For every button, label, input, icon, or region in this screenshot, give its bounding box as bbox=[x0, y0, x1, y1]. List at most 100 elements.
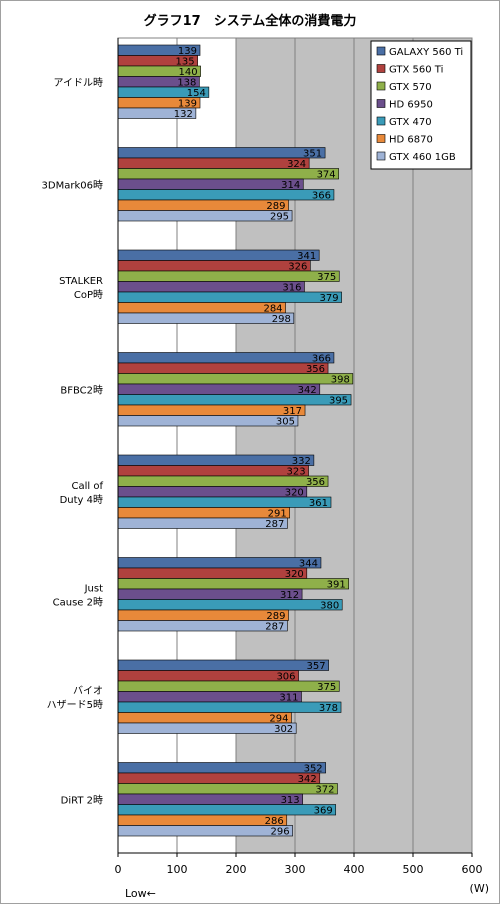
x-tick-label: 400 bbox=[344, 863, 365, 876]
legend-label: HD 6950 bbox=[389, 100, 433, 111]
value-label: 296 bbox=[271, 827, 290, 838]
legend-swatch bbox=[376, 81, 386, 91]
bar-groups: 1391351401381541391323513243743143662892… bbox=[117, 44, 354, 838]
bar bbox=[117, 517, 288, 529]
bar bbox=[117, 210, 293, 222]
legend-label: GALAXY 560 Ti bbox=[389, 47, 463, 58]
bar bbox=[117, 670, 299, 682]
bar bbox=[117, 609, 289, 621]
value-label: 357 bbox=[307, 661, 326, 672]
bar bbox=[117, 394, 352, 406]
value-label: 305 bbox=[276, 417, 295, 428]
bar bbox=[117, 454, 315, 466]
category-label: Duty 4時 bbox=[60, 494, 103, 506]
x-tick-label: 300 bbox=[285, 863, 306, 876]
x-axis: 0 100 200 300 400 500 600 bbox=[115, 38, 483, 876]
bar bbox=[117, 659, 329, 671]
bar bbox=[117, 404, 306, 416]
direction-note: Low← bbox=[125, 887, 156, 900]
value-label: 361 bbox=[309, 498, 328, 509]
value-label: 378 bbox=[319, 703, 338, 714]
bar bbox=[117, 178, 304, 190]
bar bbox=[117, 804, 337, 816]
value-label: 375 bbox=[317, 272, 336, 283]
legend-item: HD 6950 bbox=[376, 99, 433, 111]
value-label: 139 bbox=[178, 99, 197, 110]
bar bbox=[117, 599, 343, 611]
bar bbox=[117, 793, 303, 805]
value-label: 287 bbox=[265, 519, 284, 530]
bar bbox=[117, 352, 335, 364]
value-label: 298 bbox=[272, 314, 291, 325]
value-label: 356 bbox=[306, 477, 325, 488]
bar bbox=[117, 578, 349, 590]
value-label: 332 bbox=[292, 456, 311, 467]
bar bbox=[117, 281, 305, 293]
bar bbox=[117, 249, 320, 261]
value-label: 375 bbox=[317, 682, 336, 693]
value-label: 135 bbox=[176, 57, 195, 68]
value-label: 342 bbox=[298, 774, 317, 785]
bar bbox=[117, 291, 342, 303]
x-tick-label: 0 bbox=[115, 863, 122, 876]
value-label: 369 bbox=[314, 806, 333, 817]
category-label: バイオ bbox=[73, 685, 103, 697]
legend-swatch bbox=[376, 116, 386, 126]
value-label: 352 bbox=[304, 764, 323, 775]
category-label: アイドル時 bbox=[54, 77, 104, 89]
category-label: ハザード5時 bbox=[47, 699, 103, 711]
category-label: STALKER bbox=[59, 276, 103, 287]
value-label: 342 bbox=[298, 385, 317, 396]
x-tick-label: 600 bbox=[462, 863, 483, 876]
value-label: 311 bbox=[279, 693, 298, 704]
value-label: 372 bbox=[315, 785, 334, 796]
value-label: 374 bbox=[317, 170, 336, 181]
legend: GALAXY 560 Ti GTX 560 Ti GTX 570 HD 6950 GTX… bbox=[370, 40, 472, 170]
legend-item: GALAXY 560 Ti bbox=[376, 46, 463, 58]
value-label: 320 bbox=[285, 569, 304, 580]
value-label: 395 bbox=[329, 396, 348, 407]
bar bbox=[117, 147, 326, 159]
category-label: 3DMark06時 bbox=[42, 179, 103, 191]
value-label: 324 bbox=[287, 159, 306, 170]
legend-box bbox=[370, 40, 472, 170]
bar bbox=[117, 157, 310, 169]
value-label: 306 bbox=[276, 672, 295, 683]
bar bbox=[117, 383, 321, 395]
value-label: 138 bbox=[177, 78, 196, 89]
bar bbox=[117, 302, 286, 314]
value-label: 341 bbox=[297, 251, 316, 262]
bar bbox=[117, 701, 342, 713]
unit-label: (W) bbox=[470, 882, 489, 895]
value-label: 314 bbox=[281, 180, 300, 191]
bar bbox=[117, 783, 338, 795]
legend-label: GTX 560 Ti bbox=[389, 65, 443, 76]
bar bbox=[117, 260, 311, 272]
bar bbox=[117, 496, 332, 508]
category-label: DiRT 2時 bbox=[61, 794, 103, 806]
value-label: 398 bbox=[331, 375, 350, 386]
bar bbox=[117, 712, 292, 724]
bar bbox=[117, 415, 299, 427]
bar bbox=[117, 557, 322, 569]
value-label: 366 bbox=[312, 354, 331, 365]
bar bbox=[117, 373, 354, 385]
value-label: 295 bbox=[270, 212, 289, 223]
category-label: CoP時 bbox=[74, 289, 103, 301]
bar bbox=[117, 362, 329, 374]
category-label: Just bbox=[84, 583, 103, 594]
value-label: 294 bbox=[269, 714, 288, 725]
legend-label: HD 6870 bbox=[389, 135, 433, 146]
category-label: Cause 2時 bbox=[53, 596, 103, 608]
bar bbox=[117, 270, 340, 282]
value-label: 320 bbox=[285, 488, 304, 499]
value-label: 317 bbox=[283, 406, 302, 417]
bar bbox=[117, 825, 293, 837]
value-label: 379 bbox=[320, 293, 339, 304]
legend-swatch bbox=[376, 46, 386, 56]
value-label: 289 bbox=[266, 201, 285, 212]
